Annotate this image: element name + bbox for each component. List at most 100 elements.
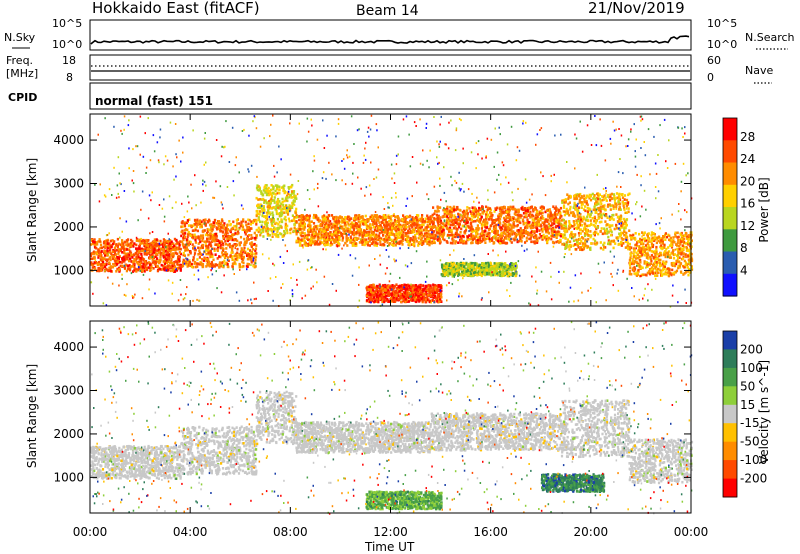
scatter-cell xyxy=(365,240,368,244)
scatter-cell xyxy=(104,265,107,268)
scatter-cell xyxy=(117,256,120,259)
scatter-cell xyxy=(325,221,328,225)
scatter-cell xyxy=(421,239,424,242)
scatter-cell xyxy=(225,252,229,256)
scatter-cell xyxy=(424,234,427,237)
scatter-cell xyxy=(488,234,491,238)
scatter-cell xyxy=(260,231,263,234)
scatter-cell xyxy=(658,268,661,271)
scatter-cell xyxy=(226,256,229,259)
scatter-cell xyxy=(253,236,256,240)
scatter-cell xyxy=(449,212,452,215)
scatter-cell xyxy=(533,230,536,233)
scatter-cell xyxy=(389,242,392,245)
scatter-cell xyxy=(615,236,618,239)
scatter-cell xyxy=(250,245,253,249)
scatter-cell xyxy=(197,223,200,226)
scatter-cell xyxy=(135,243,138,247)
scatter-cell xyxy=(467,238,470,241)
scatter-cell xyxy=(117,252,120,255)
scatter-cell xyxy=(641,247,644,250)
scatter-cell xyxy=(516,229,519,232)
scatter-cell xyxy=(690,239,693,242)
scatter-cell xyxy=(435,210,439,213)
scatter-cell xyxy=(610,233,613,237)
scatter-cell xyxy=(113,251,117,254)
scatter-cell xyxy=(589,213,592,216)
scatter-cell xyxy=(303,215,306,219)
scatter-cell xyxy=(527,213,531,217)
scatter-cell xyxy=(406,231,409,235)
scatter-cell xyxy=(508,208,512,212)
scatter-cell xyxy=(183,254,186,257)
scatter-cell xyxy=(376,219,379,222)
scatter-cell xyxy=(311,231,314,234)
scatter-cell xyxy=(404,234,407,237)
scatter-cell xyxy=(564,198,567,201)
scatter-cell xyxy=(324,230,328,234)
scatter-cell xyxy=(453,214,456,217)
scatter-cell xyxy=(241,257,244,261)
scatter-cell xyxy=(131,254,134,257)
scatter-cell xyxy=(600,220,603,224)
scatter-cell xyxy=(266,225,269,228)
scatter-cell xyxy=(546,240,549,244)
scatter-cell xyxy=(380,237,383,240)
scatter-cell xyxy=(463,213,466,216)
scatter-cell xyxy=(289,185,292,189)
scatter-cell xyxy=(162,260,165,263)
scatter-cell xyxy=(194,248,197,252)
scatter-cell xyxy=(453,216,456,219)
scatter-cell xyxy=(618,242,621,246)
scatter-cell xyxy=(278,188,281,192)
scatter-cell xyxy=(335,218,338,221)
scatter-cell xyxy=(269,202,272,206)
scatter-cell xyxy=(255,186,259,190)
scatter-cell xyxy=(209,243,212,246)
scatter-cell xyxy=(183,224,187,228)
scatter-cell xyxy=(286,194,289,198)
cpid-label: CPID xyxy=(8,91,37,104)
scatter-cell xyxy=(397,227,400,231)
scatter-cell xyxy=(375,235,379,239)
scatter-cell xyxy=(521,208,524,212)
noise-sky-trace xyxy=(90,35,690,45)
scatter-cell xyxy=(400,225,403,229)
scatter-cell xyxy=(355,238,358,241)
scatter-cell xyxy=(327,225,330,229)
scatter-cell xyxy=(524,221,527,225)
scatter-cell xyxy=(619,234,622,238)
scatter-cell xyxy=(90,254,93,257)
scatter-cell xyxy=(329,231,332,234)
scatter-cell xyxy=(245,264,248,268)
scatter-cell xyxy=(149,243,152,246)
scatter-cell xyxy=(684,234,687,237)
scatter-cell xyxy=(501,224,504,227)
scatter-cell xyxy=(137,260,141,264)
scatter-cell xyxy=(211,255,214,258)
scatter-cell xyxy=(202,230,205,234)
scatter-cell xyxy=(599,210,602,213)
scatter-cell xyxy=(271,232,274,235)
scatter-cell xyxy=(620,224,623,227)
scatter-cell xyxy=(331,233,334,236)
scatter-cell xyxy=(285,211,288,214)
scatter-cell xyxy=(176,267,180,270)
scatter-cell xyxy=(427,232,430,236)
scatter-cell xyxy=(457,212,460,216)
scatter-cell xyxy=(185,238,188,241)
scatter-cell xyxy=(198,249,201,252)
scatter-cell xyxy=(143,249,146,253)
scatter-cell xyxy=(466,215,469,218)
scatter-cell xyxy=(210,229,213,233)
scatter-cell xyxy=(174,260,177,263)
scatter-cell xyxy=(349,235,352,239)
scatter-cell xyxy=(562,218,565,222)
scatter-cell xyxy=(553,219,556,223)
scatter-cell xyxy=(452,233,455,237)
scatter-cell xyxy=(476,219,479,222)
scatter-cell xyxy=(414,234,417,237)
scatter-cell xyxy=(475,232,478,236)
scatter-cell xyxy=(230,227,233,231)
scatter-cell xyxy=(100,246,103,250)
